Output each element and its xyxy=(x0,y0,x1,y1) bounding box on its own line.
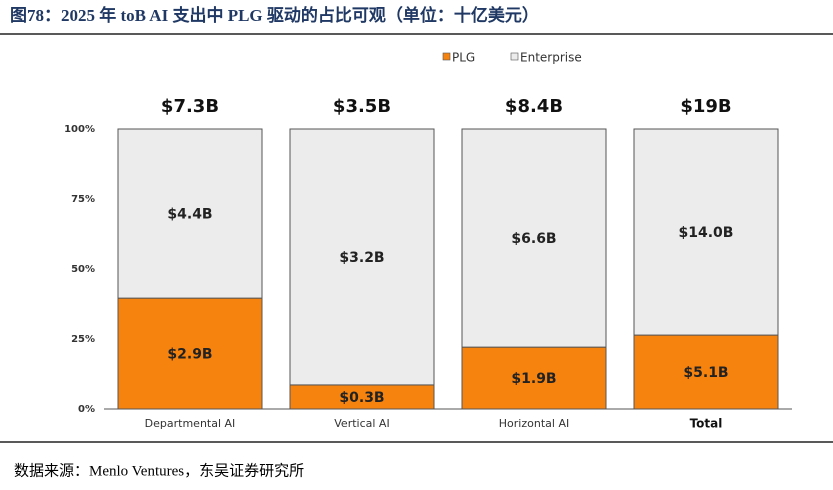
legend-label: Enterprise xyxy=(520,51,582,65)
x-tick-label: Horizontal AI xyxy=(499,417,569,430)
x-tick-label: Total xyxy=(690,417,723,431)
x-tick-label: Departmental AI xyxy=(145,417,236,430)
segment-label: $3.2B xyxy=(339,250,384,266)
segment-label: $6.6B xyxy=(511,231,556,247)
legend-swatch xyxy=(510,52,519,61)
total-label: $8.4B xyxy=(505,96,563,117)
chart-title: 图78：2025 年 toB AI 支出中 PLG 驱动的占比可观（单位：十亿美… xyxy=(10,5,539,25)
segment-label: $1.9B xyxy=(511,371,556,387)
bar-segment xyxy=(633,128,779,336)
x-tick-label: Vertical AI xyxy=(334,417,389,430)
total-label: $7.3B xyxy=(161,96,219,117)
y-tick-label: 100% xyxy=(64,124,95,135)
legend-swatch xyxy=(442,52,451,61)
bar-segment xyxy=(117,297,263,410)
legend-label: PLG xyxy=(452,51,475,65)
segment-label: $14.0B xyxy=(679,225,734,241)
source: 数据来源：Menlo Ventures，东吴证券研究所 xyxy=(14,462,304,479)
total-label: $3.5B xyxy=(333,96,391,117)
segment-label: $0.3B xyxy=(339,390,384,406)
bar-segment xyxy=(289,384,435,410)
segment-label: $5.1B xyxy=(683,365,728,381)
y-tick-label: 50% xyxy=(71,264,95,275)
bar-segment xyxy=(289,128,435,386)
y-tick-label: 25% xyxy=(71,334,95,345)
y-tick-label: 0% xyxy=(78,404,95,415)
bar-segment xyxy=(461,128,607,348)
segment-label: $2.9B xyxy=(167,347,212,363)
bar-segment xyxy=(461,346,607,410)
bar-segment xyxy=(117,128,263,299)
total-label: $19B xyxy=(680,96,731,117)
segment-label: $4.4B xyxy=(167,207,212,223)
y-tick-label: 75% xyxy=(71,194,95,205)
